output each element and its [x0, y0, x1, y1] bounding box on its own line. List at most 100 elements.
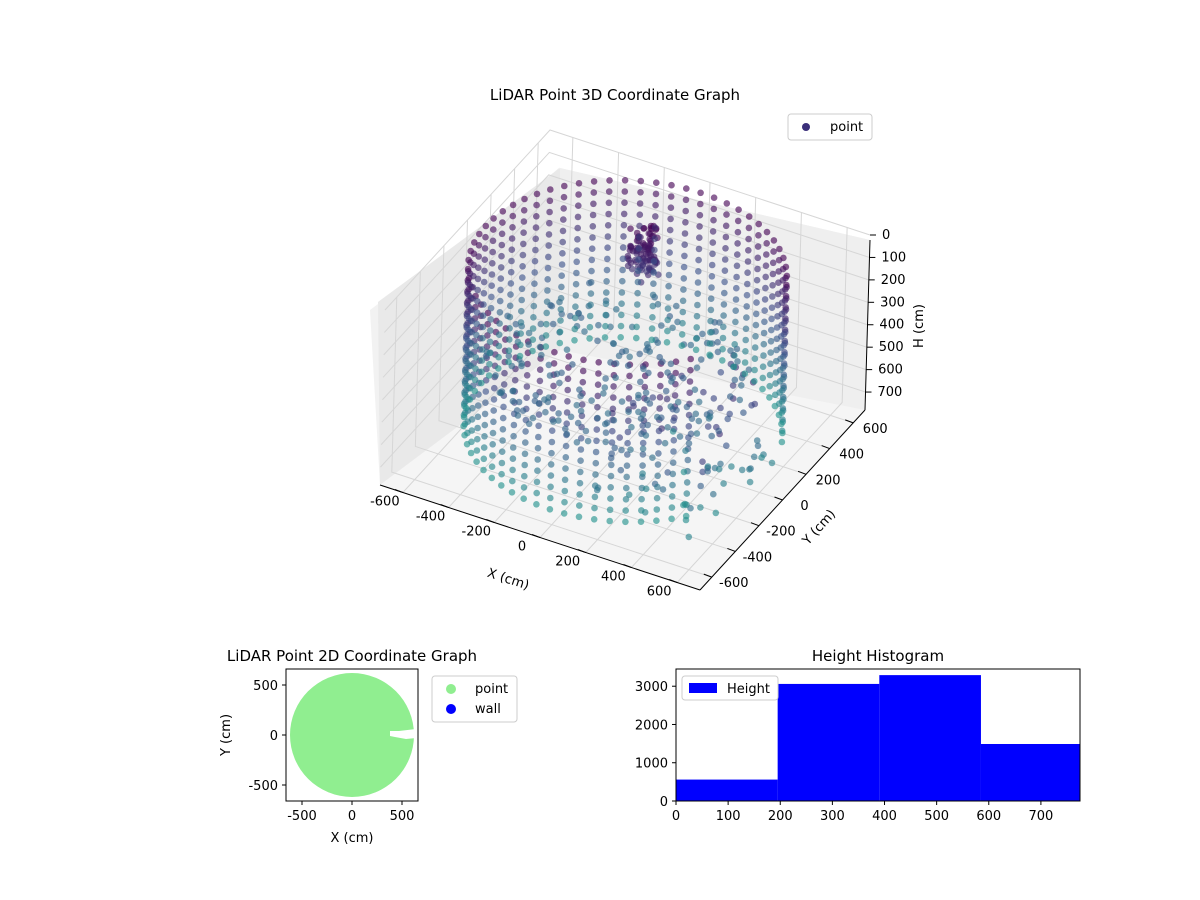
- data-point-3d: [759, 374, 767, 382]
- data-point-3d: [482, 233, 489, 241]
- data-point-3d: [620, 221, 628, 229]
- data-point-3d: [751, 344, 759, 351]
- data-point-3d: [663, 395, 671, 403]
- data-point-3d: [680, 275, 688, 282]
- ticks-2d: -500 0 500 -500 0 500: [248, 679, 414, 824]
- x-tick-label-2d: 500: [390, 809, 415, 824]
- grid-line-z: [383, 174, 869, 356]
- data-point-3d: [473, 309, 481, 316]
- data-point-3d: [619, 255, 627, 263]
- data-point-3d: [498, 230, 506, 238]
- data-point-3d: [590, 178, 598, 185]
- data-point-3d: [609, 427, 616, 435]
- x-tick-label-2d: -500: [287, 809, 317, 824]
- legend-3d-marker: [802, 123, 810, 131]
- data-point-3d: [467, 449, 475, 457]
- data-point-3d: [649, 291, 657, 299]
- data-point-3d: [604, 410, 612, 417]
- data-point-3d: [696, 234, 703, 241]
- data-point-3d: [683, 490, 691, 497]
- data-point-3d: [501, 369, 508, 377]
- data-point-3d: [474, 402, 482, 409]
- data-point-3d: [588, 397, 595, 404]
- data-point-3d: [636, 222, 643, 230]
- data-point-3d: [653, 517, 660, 524]
- data-point-3d: [529, 414, 537, 422]
- data-point-3d: [753, 299, 760, 306]
- data-point-3d: [627, 242, 634, 250]
- data-point-3d: [743, 303, 750, 310]
- z-tick-label-3d: 0: [882, 228, 890, 243]
- data-point-3d: [518, 307, 525, 315]
- data-point-3d: [745, 247, 752, 254]
- legend-2d-wall-label: wall: [475, 702, 501, 717]
- data-point-3d: [604, 233, 612, 240]
- data-point-3d: [518, 296, 525, 304]
- data-point-3d: [733, 262, 741, 270]
- data-point-3d: [558, 283, 565, 291]
- data-point-3d: [665, 294, 672, 301]
- data-point-3d: [643, 396, 651, 404]
- data-point-3d: [669, 481, 676, 489]
- data-point-3d: [556, 379, 563, 387]
- data-point-3d: [717, 460, 724, 468]
- data-point-3d: [525, 329, 533, 337]
- data-point-3d: [720, 323, 727, 331]
- data-point-3d: [519, 274, 526, 281]
- plot-2d-area: [290, 673, 416, 797]
- data-point-3d: [754, 243, 762, 250]
- data-point-3d: [669, 428, 677, 435]
- data-point-3d: [479, 323, 487, 331]
- data-point-3d: [520, 207, 528, 214]
- data-point-3d: [482, 222, 490, 230]
- y-tick-label-2d: 0: [270, 729, 278, 744]
- data-point-3d: [572, 303, 579, 311]
- data-point-3d: [763, 251, 770, 258]
- data-point-3d: [529, 325, 537, 332]
- data-point-3d: [480, 301, 487, 308]
- data-point-3d: [499, 414, 507, 422]
- data-point-3d: [745, 213, 753, 220]
- data-point-3d: [475, 242, 483, 249]
- data-point-3d: [560, 193, 568, 201]
- data-point-3d: [490, 215, 497, 222]
- data-point-3d: [532, 392, 539, 399]
- data-point-3d: [719, 345, 726, 353]
- data-point-3d: [767, 360, 774, 368]
- y-tick-mark-3d: [845, 419, 854, 424]
- data-point-3d: [678, 331, 686, 338]
- data-point-3d: [533, 201, 540, 209]
- x-tick-label-hist: 0: [672, 809, 680, 824]
- data-point-3d: [495, 331, 503, 339]
- data-point-3d: [744, 258, 752, 265]
- data-point-3d: [687, 366, 694, 374]
- x-ticks-3d: -600 -400 -200 0 200 400 600: [370, 489, 678, 600]
- data-point-3d: [589, 211, 597, 219]
- y-tick-mark-3d: [797, 470, 807, 475]
- data-point-3d: [768, 326, 775, 334]
- data-point-3d: [479, 334, 486, 342]
- data-point-3d: [498, 252, 505, 260]
- data-point-3d: [564, 375, 572, 383]
- data-point-3d: [605, 188, 613, 195]
- data-point-3d: [460, 413, 468, 421]
- data-point-3d: [559, 250, 566, 257]
- data-point-3d: [544, 276, 551, 283]
- data-point-3d: [618, 446, 625, 454]
- data-point-3d: [490, 407, 498, 414]
- data-point-3d: [635, 245, 643, 252]
- data-point-3d: [495, 365, 502, 372]
- data-point-3d: [666, 226, 674, 234]
- data-point-3d: [642, 389, 650, 397]
- data-point-3d: [752, 321, 760, 329]
- data-point-3d: [704, 463, 712, 470]
- data-point-3d: [509, 212, 517, 220]
- grid-line-z: [382, 219, 868, 401]
- data-point-3d: [624, 362, 632, 370]
- chart-2d: LiDAR Point 2D Coordinate Graph -500 0 500…: [219, 647, 518, 846]
- y-tick-label-3d: 400: [839, 448, 864, 463]
- data-point-3d: [496, 297, 504, 305]
- data-point-3d: [662, 387, 670, 395]
- data-point-3d: [683, 185, 690, 192]
- data-point-3d: [604, 255, 611, 263]
